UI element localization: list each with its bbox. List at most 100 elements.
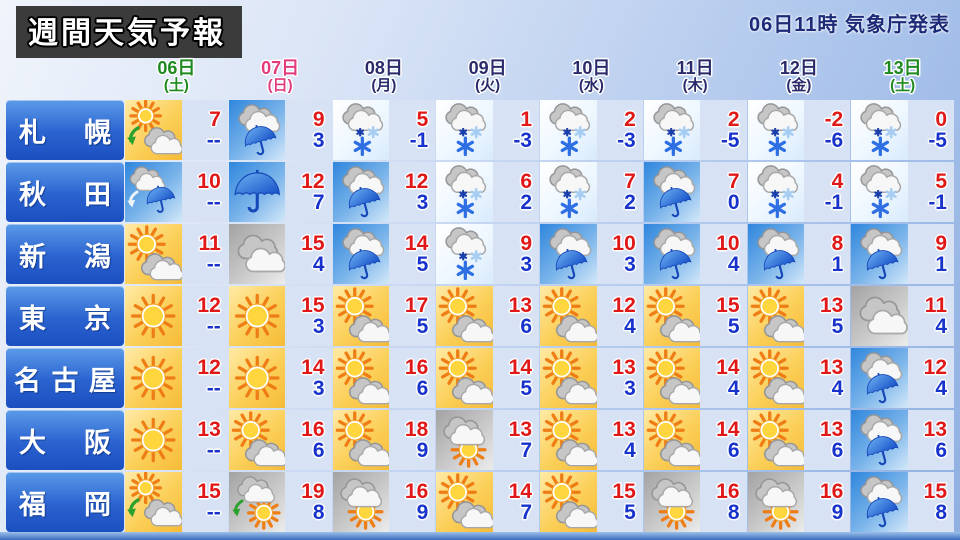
weather-cell: 13 6 xyxy=(851,410,954,470)
low-temp: 1 xyxy=(935,253,947,276)
temperature-box: 13 6 xyxy=(907,410,954,470)
weekday-label: (水) xyxy=(578,77,604,95)
weather-cell: 19 8 xyxy=(228,472,332,532)
low-temp: 7 xyxy=(520,439,532,462)
high-temp: 13 xyxy=(508,293,532,317)
temperature-box: 2 -5 xyxy=(700,100,747,160)
low-temp: 7 xyxy=(520,501,532,524)
high-temp: 9 xyxy=(935,231,947,255)
low-temp: 9 xyxy=(416,439,429,462)
cloudy-icon xyxy=(851,286,908,346)
temperature-box: 12 4 xyxy=(596,286,643,346)
sunny-icon xyxy=(228,348,286,408)
weather-cell: 7 -- xyxy=(125,100,228,160)
weather-cell: 16 9 xyxy=(747,472,851,532)
sunny-icon xyxy=(228,286,286,346)
rain-icon xyxy=(747,224,804,284)
low-temp: -- xyxy=(206,253,221,276)
low-temp: 4 xyxy=(624,439,636,462)
weather-cell: 12 -- xyxy=(125,286,228,346)
sun-cloud-icon xyxy=(436,348,493,408)
low-temp: 2 xyxy=(624,191,636,214)
sun-cloud-icon xyxy=(540,348,597,408)
issued-time: 06日11時 気象庁発表 xyxy=(749,14,950,36)
weather-cell: 12 4 xyxy=(851,348,954,408)
city-label-char: 潟 xyxy=(84,241,111,272)
high-temp: 10 xyxy=(716,231,740,255)
low-temp: 4 xyxy=(624,315,636,338)
city-label-char: 幌 xyxy=(84,117,111,148)
temperature-box: 17 5 xyxy=(389,286,436,346)
city-label-char: 田 xyxy=(84,179,111,210)
city-label-char: 古 xyxy=(51,365,79,396)
low-temp: 9 xyxy=(831,501,844,524)
rain-icon xyxy=(851,410,908,470)
low-temp: 6 xyxy=(416,377,429,400)
date-label: 08日 xyxy=(364,58,403,78)
snow-icon xyxy=(540,162,597,222)
snow-icon xyxy=(851,162,908,222)
high-temp: 12 xyxy=(197,355,221,379)
weather-cell: -2 -6 xyxy=(747,100,851,160)
weather-cell: 14 6 xyxy=(643,410,747,470)
snow-icon xyxy=(332,100,389,160)
rain-icon xyxy=(851,348,908,408)
umbrella-icon xyxy=(228,162,286,222)
date-header: 12日 (金) xyxy=(748,58,851,98)
temperature-box: 12 -- xyxy=(181,286,228,346)
temperature-box: 12 4 xyxy=(907,348,954,408)
weather-cell: 13 7 xyxy=(436,410,539,470)
low-temp: 6 xyxy=(831,439,844,462)
city-label: 秋田 xyxy=(6,162,124,222)
city-label: 新潟 xyxy=(6,224,124,284)
high-temp: 17 xyxy=(404,293,429,317)
temperature-box: 16 6 xyxy=(389,348,436,408)
temperature-box: 15 8 xyxy=(907,472,954,532)
snow-icon xyxy=(747,162,804,222)
temperature-box: 13 6 xyxy=(804,410,851,470)
low-temp: 3 xyxy=(312,377,325,400)
high-temp: 7 xyxy=(624,169,636,193)
sun-cloud-icon xyxy=(747,286,804,346)
high-temp: 14 xyxy=(301,355,325,379)
high-temp: 15 xyxy=(301,293,325,317)
high-temp: 14 xyxy=(716,417,740,441)
low-temp: -- xyxy=(206,315,221,338)
weather-cell: 13 5 xyxy=(747,286,851,346)
temperature-box: 0 -5 xyxy=(907,100,954,160)
low-temp: 3 xyxy=(312,129,325,152)
weather-cell: 16 9 xyxy=(332,472,436,532)
high-temp: 12 xyxy=(197,293,221,317)
low-temp: 6 xyxy=(727,439,740,462)
temperature-box: 15 4 xyxy=(285,224,332,284)
high-temp: 11 xyxy=(198,231,221,255)
low-temp: 5 xyxy=(520,377,532,400)
snow-icon xyxy=(643,100,701,160)
weather-cell: 18 9 xyxy=(332,410,436,470)
date-label: 10日 xyxy=(572,58,611,78)
weekday-label: (土) xyxy=(890,77,916,95)
weather-cell: 13 3 xyxy=(540,348,643,408)
weekday-label: (月) xyxy=(371,77,397,95)
weather-cell: 14 5 xyxy=(436,348,539,408)
city-label-char: 東 xyxy=(19,303,46,334)
weather-cell: 5 -1 xyxy=(332,100,436,160)
high-temp: 13 xyxy=(819,417,844,441)
snow-icon xyxy=(851,100,908,160)
low-temp: 8 xyxy=(727,501,740,524)
rain-icon xyxy=(540,224,597,284)
temperature-box: 14 5 xyxy=(389,224,436,284)
low-temp: 5 xyxy=(416,253,429,276)
weather-cell: 11 4 xyxy=(851,286,954,346)
low-temp: 5 xyxy=(624,501,636,524)
low-temp: -6 xyxy=(824,129,844,152)
high-temp: 14 xyxy=(508,479,532,503)
low-temp: 5 xyxy=(416,315,429,338)
low-temp: 1 xyxy=(831,253,844,276)
temperature-box: 19 8 xyxy=(285,472,332,532)
